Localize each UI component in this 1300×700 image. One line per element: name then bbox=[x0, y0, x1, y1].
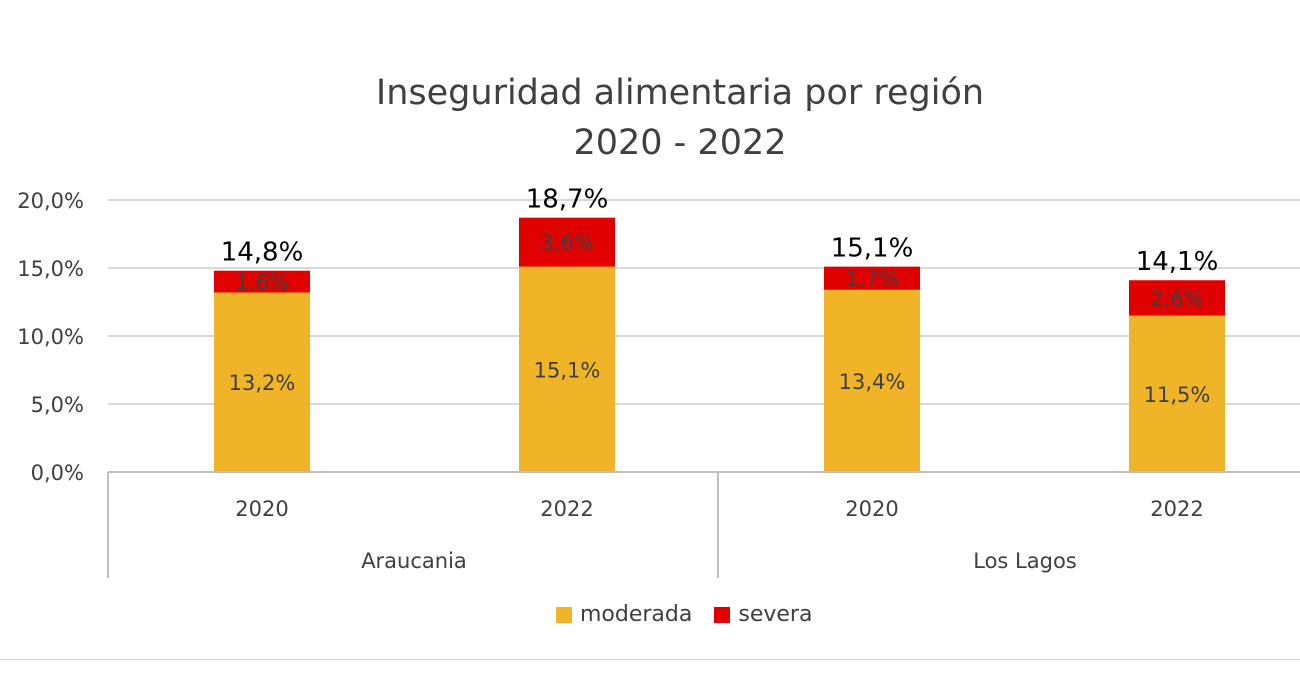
legend-item-moderada: moderada bbox=[556, 602, 692, 627]
chart-title-line-2: 2020 - 2022 bbox=[573, 123, 787, 163]
data-label-moderada: 15,1% bbox=[534, 358, 601, 382]
data-label-severa: 2,6% bbox=[1150, 287, 1203, 311]
bar-moderada bbox=[214, 292, 310, 472]
data-label-severa: 3,6% bbox=[540, 231, 593, 255]
group-label: Araucania bbox=[361, 549, 467, 573]
group-label: Los Lagos bbox=[973, 549, 1076, 573]
total-label: 15,1% bbox=[831, 234, 914, 264]
x-tick-label: 2022 bbox=[1150, 497, 1203, 521]
bar-severa bbox=[519, 217, 615, 267]
bar-severa bbox=[1129, 280, 1225, 316]
bar-moderada bbox=[519, 266, 615, 472]
y-tick-label: 15,0% bbox=[17, 257, 84, 281]
bar-severa bbox=[824, 266, 920, 290]
y-tick-label: 0,0% bbox=[31, 461, 84, 485]
legend-swatch-severa bbox=[714, 606, 731, 623]
y-tick-label: 20,0% bbox=[17, 189, 84, 213]
bar-moderada bbox=[1129, 315, 1225, 472]
chart-title: Inseguridad alimentaria por región 2020 … bbox=[0, 68, 1300, 168]
data-label-moderada: 13,2% bbox=[229, 371, 296, 395]
total-label: 14,8% bbox=[221, 238, 304, 268]
data-label-moderada: 11,5% bbox=[1144, 383, 1211, 407]
bar-moderada bbox=[824, 289, 920, 472]
y-tick-label: 5,0% bbox=[31, 393, 84, 417]
bar-severa bbox=[214, 270, 310, 293]
chart-title-line-1: Inseguridad alimentaria por región bbox=[375, 73, 985, 113]
data-label-severa: 1,7% bbox=[845, 267, 898, 291]
data-label-severa: 1,6% bbox=[235, 271, 288, 295]
legend-label-moderada: moderada bbox=[580, 602, 693, 627]
total-label: 14,1% bbox=[1136, 247, 1219, 277]
data-label-moderada: 13,4% bbox=[839, 370, 906, 394]
legend-swatch-moderada bbox=[556, 606, 572, 623]
legend: moderada severa bbox=[556, 602, 834, 627]
x-tick-label: 2020 bbox=[845, 497, 898, 521]
legend-item-severa: severa bbox=[714, 602, 812, 627]
total-label: 18,7% bbox=[526, 185, 609, 215]
x-tick-label: 2020 bbox=[235, 497, 288, 521]
bottom-divider bbox=[0, 659, 1300, 660]
legend-label-severa: severa bbox=[738, 602, 813, 627]
x-tick-label: 2022 bbox=[540, 497, 593, 521]
y-tick-label: 10,0% bbox=[17, 325, 84, 349]
